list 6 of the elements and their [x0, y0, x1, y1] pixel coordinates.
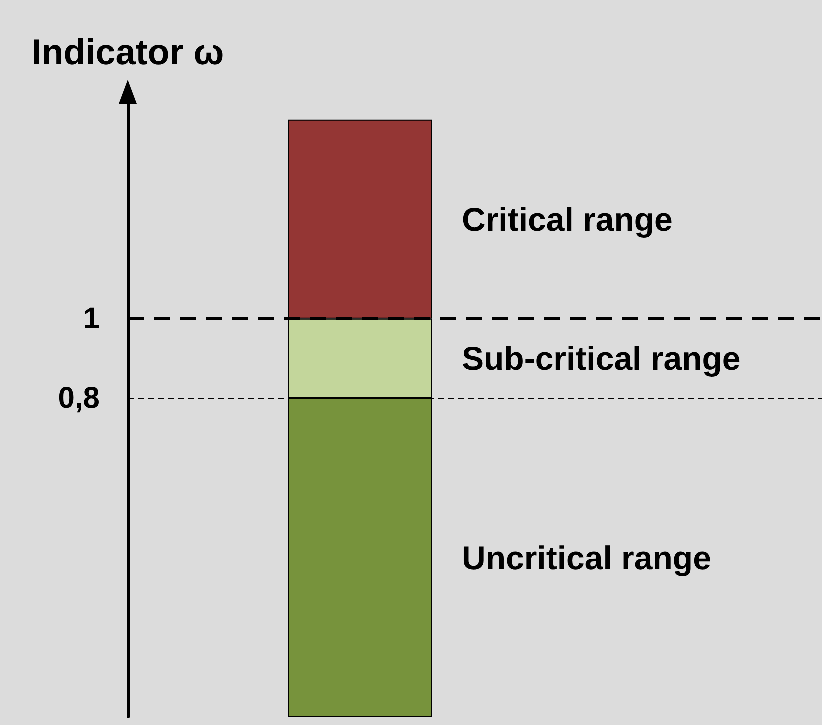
series-label: Critical range: [462, 200, 673, 238]
series-label: Uncritical range: [462, 539, 712, 576]
y-tick-label: 0,8: [58, 382, 100, 416]
series-label: Sub-critical range: [462, 340, 741, 378]
y-tick-label: 1: [83, 302, 100, 336]
y-axis-title: Indicator ω: [32, 32, 224, 72]
